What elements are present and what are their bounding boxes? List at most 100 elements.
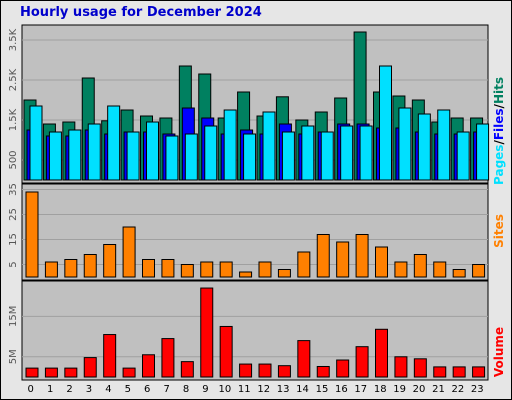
pages-bar <box>29 105 43 181</box>
volume-bar <box>142 354 155 378</box>
side-label-part: Hits <box>492 77 506 104</box>
pages-bar <box>437 109 451 181</box>
x-tick-label: 8 <box>183 384 189 395</box>
y-tick-label: 25 <box>8 208 19 221</box>
side-label-part: Files <box>492 108 506 140</box>
sites-bar <box>413 254 427 278</box>
y-tick-label: 15 <box>8 233 19 246</box>
pages-bar <box>281 131 295 181</box>
pages-bar <box>48 131 62 181</box>
volume-bar <box>375 328 388 378</box>
side-label-volume: Volume <box>492 327 506 377</box>
volume-bar <box>239 363 253 378</box>
y-tick-label: 5 <box>8 261 19 267</box>
y-tick-label: 3.5K <box>8 28 19 51</box>
x-tick-label: 18 <box>374 384 387 395</box>
pages-bar <box>456 131 470 181</box>
pages-bar <box>359 125 373 181</box>
volume-bar <box>297 340 311 378</box>
pages-bar <box>398 107 412 181</box>
sites-bar <box>200 261 214 278</box>
sites-bar <box>472 264 486 278</box>
pages-bar <box>476 123 490 181</box>
volume-bar <box>336 359 350 378</box>
volume-bar <box>161 338 175 378</box>
sites-bar <box>83 254 97 278</box>
pages-bar <box>68 129 82 181</box>
panel-volume <box>21 280 489 381</box>
sites-bar <box>277 269 291 278</box>
x-tick-label: 22 <box>452 384 465 395</box>
pages-bar <box>340 125 354 181</box>
volume-bar <box>83 357 97 378</box>
pages-bar <box>262 111 276 181</box>
volume-bar <box>103 334 117 378</box>
y-tick-label: 500 <box>8 150 19 169</box>
x-tick-label: 6 <box>144 384 150 395</box>
sites-bar <box>394 261 408 278</box>
x-tick-label: 11 <box>238 384 251 395</box>
x-tick-label: 15 <box>316 384 329 395</box>
pages-bar <box>417 113 431 181</box>
pages-bar <box>184 133 198 181</box>
y-tick-label: 2.5K <box>8 68 19 91</box>
volume-bar <box>452 366 466 378</box>
pages-bar <box>243 133 257 181</box>
volume-bar <box>355 346 369 378</box>
pages-bar <box>301 125 315 181</box>
y-tick-label: 35 <box>8 183 19 196</box>
pages-bar <box>165 135 179 181</box>
sites-bar <box>239 271 253 278</box>
sites-bar <box>142 259 155 278</box>
pages-bar <box>87 123 101 181</box>
x-tick-label: 3 <box>86 384 92 395</box>
x-tick-label: 16 <box>335 384 348 395</box>
x-tick-label: 5 <box>125 384 131 395</box>
side-label-part: / <box>492 103 506 108</box>
side-label-part: Pages <box>492 145 506 185</box>
volume-bar <box>122 367 136 378</box>
chart-title: Hourly usage for December 2024 <box>20 5 262 20</box>
sites-bar <box>355 234 369 278</box>
x-tick-label: 10 <box>219 384 232 395</box>
x-tick-label: 19 <box>393 384 406 395</box>
sites-bar <box>122 226 136 278</box>
pages-bar <box>146 121 159 181</box>
x-tick-label: 9 <box>202 384 208 395</box>
sites-bar <box>180 264 194 278</box>
pages-bar <box>204 125 218 181</box>
sites-bar <box>161 259 175 278</box>
pages-bar <box>379 65 392 181</box>
sites-bar <box>452 269 466 278</box>
pages-bar <box>320 131 334 181</box>
x-tick-label: 1 <box>47 384 53 395</box>
volume-bar <box>277 365 291 378</box>
sites-bar <box>336 241 350 278</box>
side-label-part: / <box>492 140 506 145</box>
volume-bar <box>219 325 233 378</box>
pages-bar <box>107 105 121 181</box>
volume-bar <box>433 366 447 378</box>
volume-bar <box>394 356 408 378</box>
sites-bar <box>25 191 39 278</box>
volume-bar <box>200 287 214 378</box>
sites-bar <box>64 259 78 278</box>
y-tick-label: 5M <box>8 349 19 364</box>
sites-bar <box>44 261 58 278</box>
sites-bar <box>258 261 272 278</box>
volume-bar <box>472 366 486 378</box>
x-tick-label: 17 <box>354 384 367 395</box>
x-tick-label: 20 <box>413 384 426 395</box>
x-tick-label: 23 <box>471 384 484 395</box>
x-tick-label: 0 <box>28 384 34 395</box>
y-tick-label: 15M <box>8 306 19 327</box>
volume-bar <box>316 365 330 378</box>
x-tick-label: 12 <box>257 384 270 395</box>
volume-bar <box>44 367 58 378</box>
x-tick-label: 4 <box>105 384 111 395</box>
sites-bar <box>375 246 388 278</box>
side-label-pages-files-hits: Pages/Files/Hits <box>492 77 506 185</box>
side-label-sites: Sites <box>492 214 506 248</box>
volume-bar <box>413 358 427 378</box>
volume-bar <box>258 363 272 378</box>
